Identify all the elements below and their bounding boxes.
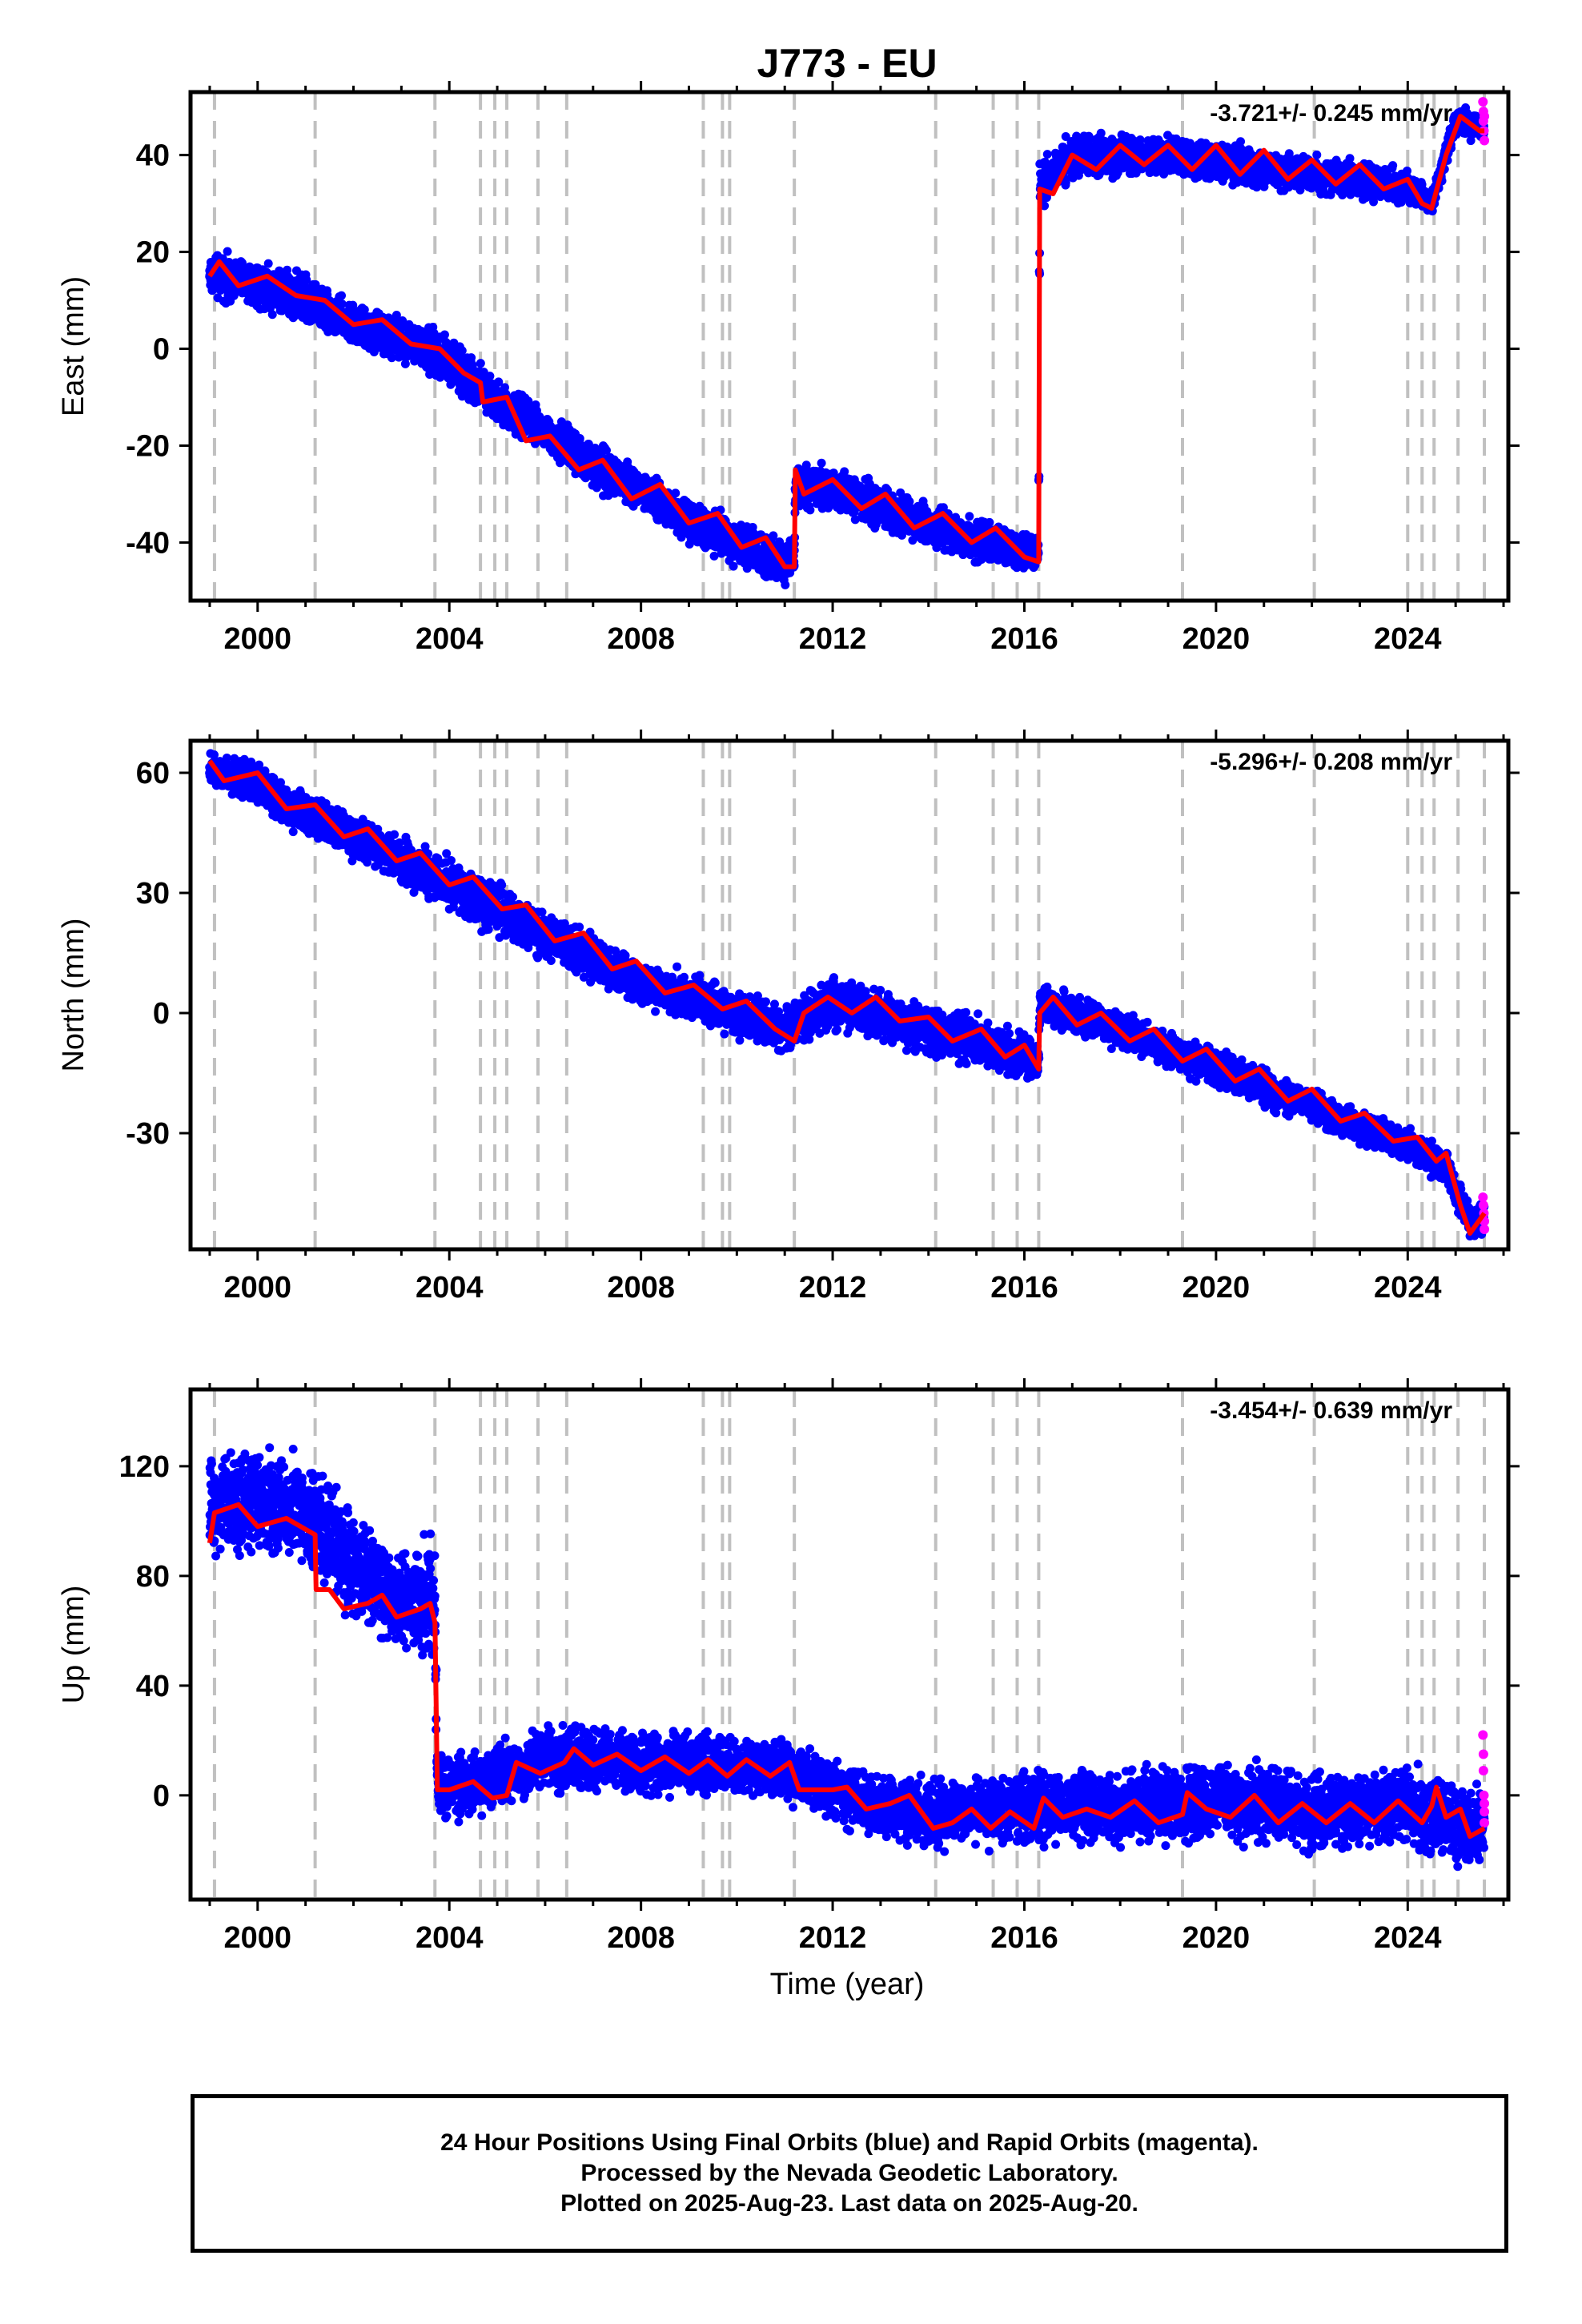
data-point-final xyxy=(1042,150,1052,159)
data-point-final xyxy=(267,310,277,320)
data-point-final xyxy=(485,372,495,381)
data-point-final xyxy=(400,359,410,368)
data-point-final xyxy=(322,286,331,296)
data-point-final xyxy=(965,512,974,521)
chart-title: J773 - EU xyxy=(757,41,937,86)
data-point-final xyxy=(1096,128,1106,138)
data-point-final xyxy=(671,489,681,498)
data-point-final xyxy=(302,275,311,284)
data-point-final xyxy=(729,561,738,571)
data-point-final xyxy=(387,353,396,363)
data-point-final xyxy=(337,291,347,300)
data-point-final xyxy=(263,259,273,268)
panels: 2000 2004 2008 2012 2016 2020 2024-40-2002040E… xyxy=(57,81,1520,1955)
data-point-final xyxy=(457,346,467,356)
data-point-final xyxy=(769,531,778,541)
data-point-final xyxy=(476,359,485,368)
data-point-final xyxy=(817,458,826,468)
data-point-final xyxy=(391,311,401,320)
plot-area xyxy=(205,92,1490,601)
data-point-final xyxy=(311,279,320,289)
data-point-final xyxy=(467,353,476,363)
data-point-final xyxy=(575,434,584,444)
data-point-final xyxy=(1135,135,1145,145)
data-point-final xyxy=(359,305,369,315)
data-point-final xyxy=(337,299,347,308)
panel-east: 2000 2004 2008 2012 2016 2020 2024-40-2002040E… xyxy=(57,81,1520,656)
data-point-final xyxy=(781,580,790,589)
data-point-final xyxy=(494,377,504,387)
data-point-final xyxy=(440,330,449,340)
data-point-final xyxy=(410,356,420,366)
data-point-final xyxy=(237,258,247,267)
data-point-final xyxy=(223,247,232,256)
data-point-final xyxy=(985,517,994,527)
data-point-final xyxy=(805,505,815,515)
